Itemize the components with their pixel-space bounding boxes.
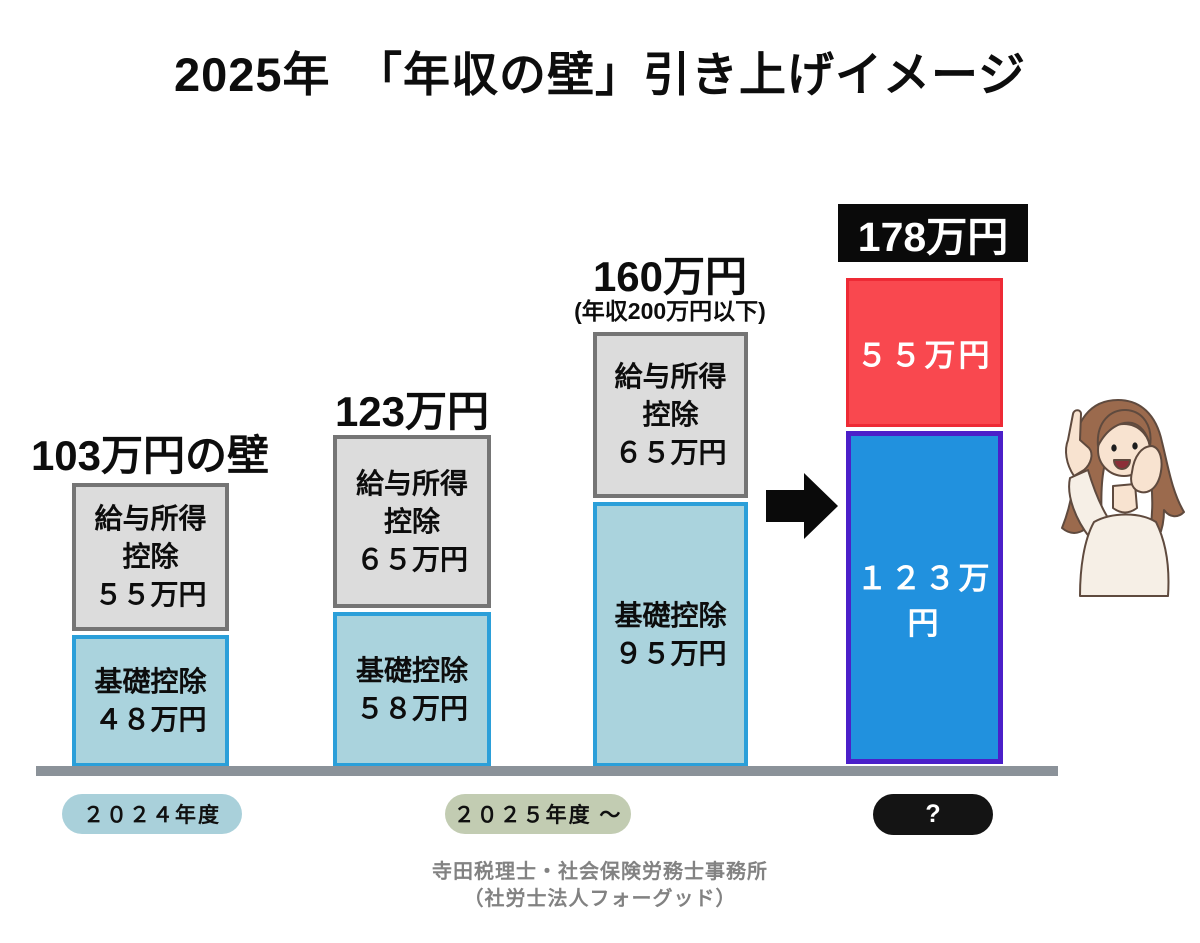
bar3-heading: 160万円 (592, 253, 748, 300)
salary-deduction-label-line1: 給与所得 (355, 467, 468, 499)
woman-pointing-illustration (1061, 399, 1185, 597)
footer-corporation-name: （社労士法人フォーグッド） (463, 888, 737, 910)
footer-office-name: 寺田税理士・社会保険労務士事務所 (432, 861, 768, 883)
right-arrow-icon (766, 473, 838, 539)
salary-deduction-value: ６５万円 (355, 543, 468, 575)
basic-deduction-label: 基礎控除 (355, 654, 468, 686)
basic-deduction-value: ４８万円 (94, 704, 207, 735)
bar1-heading: 103万円の壁 (30, 432, 270, 479)
salary-deduction-value: ６５万円 (614, 437, 727, 468)
bar2-heading: 123万円 (334, 388, 490, 435)
salary-deduction-label-line1: 給与所得 (614, 361, 727, 392)
salary-deduction-label-line1: 給与所得 (94, 503, 207, 534)
axis-baseline (36, 766, 1058, 776)
bar3-basic-deduction-box: 基礎控除 ９５万円 (593, 502, 748, 767)
salary-deduction-value: ５５万円 (94, 579, 207, 610)
bar4-total-badge: 178万円 (838, 204, 1028, 262)
new-total-value: １２３万円 (856, 560, 993, 641)
bar2-salary-deduction-box: 給与所得 控除 ６５万円 (333, 435, 491, 608)
salary-deduction-label-line2: 控除 (383, 505, 440, 537)
bar4-new-total-box: １２３万円 (846, 431, 1003, 764)
raise-value: ５５万円 (856, 338, 993, 373)
salary-deduction-label-line2: 控除 (122, 541, 179, 572)
bar1-salary-deduction-box: 給与所得 控除 ５５万円 (72, 483, 229, 631)
basic-deduction-value: ９５万円 (614, 637, 727, 669)
bar4-raise-box: ５５万円 (846, 278, 1003, 427)
period-badge-future: ? (873, 794, 993, 835)
basic-deduction-label: 基礎控除 (614, 599, 727, 631)
bar1-basic-deduction-box: 基礎控除 ４８万円 (72, 635, 229, 767)
salary-deduction-label-line2: 控除 (642, 399, 699, 430)
bar2-basic-deduction-box: 基礎控除 ５８万円 (333, 612, 491, 767)
basic-deduction-label: 基礎控除 (94, 666, 207, 697)
period-badge-2025: ２０２５年度 ～ (445, 794, 631, 834)
bar3-salary-deduction-box: 給与所得 控除 ６５万円 (593, 332, 748, 498)
period-badge-2024: ２０２４年度 (62, 794, 242, 834)
page-title: 2025年 「年収の壁」引き上げイメージ (173, 48, 1027, 101)
bar3-subheading: (年収200万円以下) (574, 298, 766, 324)
basic-deduction-value: ５８万円 (355, 692, 468, 724)
